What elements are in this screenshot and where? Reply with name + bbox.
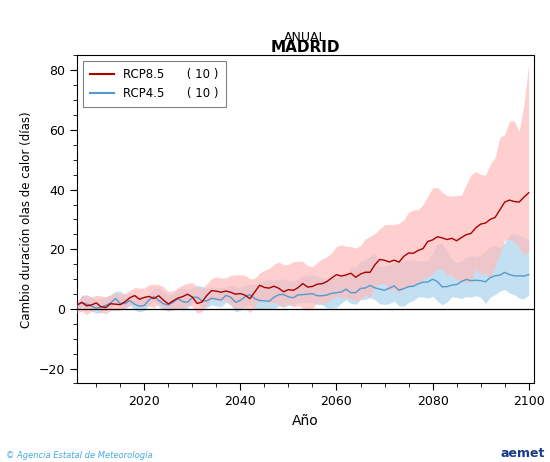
Title: MADRID: MADRID	[271, 41, 340, 55]
Text: © Agencia Estatal de Meteorología: © Agencia Estatal de Meteorología	[6, 451, 152, 460]
Legend: RCP8.5      ( 10 ), RCP4.5      ( 10 ): RCP8.5 ( 10 ), RCP4.5 ( 10 )	[83, 61, 226, 107]
X-axis label: Año: Año	[292, 414, 318, 428]
Text: ANUAL: ANUAL	[284, 31, 327, 44]
Y-axis label: Cambio duración olas de calor (días): Cambio duración olas de calor (días)	[20, 111, 33, 328]
Text: aemet: aemet	[500, 447, 544, 460]
